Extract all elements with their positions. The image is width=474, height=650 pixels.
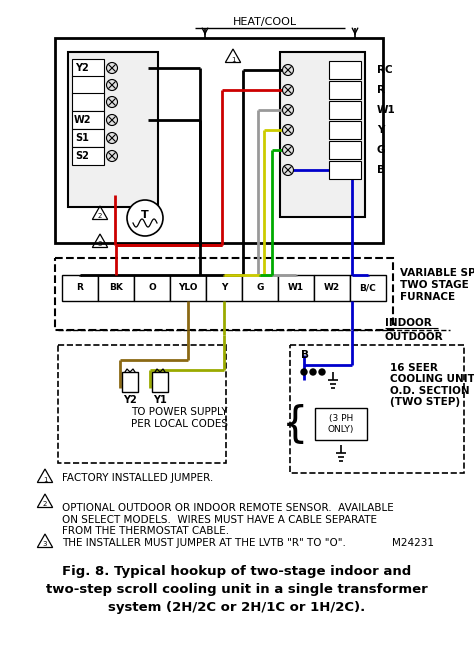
Text: {: {: [282, 404, 308, 446]
Text: Y1: Y1: [153, 395, 167, 405]
Bar: [72, 147, 104, 165]
Circle shape: [283, 144, 293, 155]
Circle shape: [283, 105, 293, 116]
Text: 2: 2: [98, 213, 102, 220]
Circle shape: [107, 62, 118, 73]
Bar: [329, 61, 361, 79]
Text: W2: W2: [324, 283, 340, 292]
Text: 1: 1: [231, 57, 235, 62]
Circle shape: [107, 151, 118, 161]
Bar: [329, 121, 361, 139]
Text: B/C: B/C: [360, 283, 376, 292]
Bar: [329, 161, 361, 179]
Text: G: G: [377, 145, 385, 155]
Bar: [280, 52, 365, 217]
Bar: [350, 275, 386, 301]
Bar: [315, 408, 367, 440]
Text: W1: W1: [288, 283, 304, 292]
Text: INDOOR: INDOOR: [385, 318, 432, 328]
Text: OPTIONAL OUTDOOR OR INDOOR REMOTE SENSOR.  AVAILABLE
ON SELECT MODELS.  WIRES MU: OPTIONAL OUTDOOR OR INDOOR REMOTE SENSOR…: [62, 503, 394, 536]
Text: G: G: [256, 283, 264, 292]
Bar: [55, 38, 383, 243]
Text: R: R: [377, 85, 385, 95]
Text: M24231: M24231: [392, 538, 434, 548]
Text: Y2: Y2: [123, 395, 137, 405]
Bar: [290, 345, 464, 473]
Circle shape: [283, 125, 293, 135]
Circle shape: [283, 164, 293, 176]
Bar: [278, 275, 314, 301]
Text: Fig. 8. Typical hookup of two-stage indoor and
two-step scroll cooling unit in a: Fig. 8. Typical hookup of two-stage indo…: [46, 565, 428, 614]
Bar: [98, 275, 134, 301]
Text: W1: W1: [377, 105, 396, 115]
Text: 16 SEER
COOLING UNIT
O.D. SECTION
(TWO STEP): 16 SEER COOLING UNIT O.D. SECTION (TWO S…: [390, 363, 474, 408]
Text: THE INSTALLER MUST JUMPER AT THE LVTB "R" TO "O".: THE INSTALLER MUST JUMPER AT THE LVTB "R…: [62, 538, 346, 548]
Bar: [329, 81, 361, 99]
Bar: [72, 76, 104, 94]
Text: (3 PH
ONLY): (3 PH ONLY): [328, 414, 354, 434]
Bar: [134, 275, 170, 301]
Text: BK: BK: [109, 283, 123, 292]
Text: O: O: [148, 283, 156, 292]
Text: VARIABLE SPEED
TWO STAGE
FURNACE: VARIABLE SPEED TWO STAGE FURNACE: [400, 268, 474, 302]
Bar: [68, 52, 158, 207]
Bar: [72, 129, 104, 147]
Bar: [242, 275, 278, 301]
Text: 2: 2: [43, 502, 47, 508]
Text: 1: 1: [43, 476, 47, 482]
Text: B: B: [301, 350, 309, 360]
Bar: [122, 372, 138, 392]
Bar: [170, 275, 206, 301]
Text: 3: 3: [43, 541, 47, 547]
Circle shape: [283, 64, 293, 75]
Bar: [314, 275, 350, 301]
Text: S1: S1: [75, 133, 89, 143]
Circle shape: [283, 84, 293, 96]
Text: Y2: Y2: [75, 63, 89, 73]
Bar: [152, 372, 168, 392]
Text: RC: RC: [377, 65, 392, 75]
Bar: [329, 141, 361, 159]
Circle shape: [107, 96, 118, 107]
Circle shape: [301, 369, 307, 375]
Text: W2: W2: [73, 115, 91, 125]
Circle shape: [107, 133, 118, 144]
Text: Y: Y: [377, 125, 384, 135]
Bar: [72, 59, 104, 77]
Text: TO POWER SUPPLY
PER LOCAL CODES: TO POWER SUPPLY PER LOCAL CODES: [131, 407, 228, 429]
Text: 3: 3: [98, 242, 102, 248]
Text: YLO: YLO: [178, 283, 198, 292]
Text: HEAT/COOL: HEAT/COOL: [233, 17, 297, 27]
Bar: [72, 93, 104, 111]
Bar: [62, 275, 98, 301]
Text: S2: S2: [75, 151, 89, 161]
Text: R: R: [77, 283, 83, 292]
Text: T: T: [141, 210, 149, 220]
Bar: [72, 111, 104, 129]
Circle shape: [319, 369, 325, 375]
Circle shape: [107, 79, 118, 90]
Circle shape: [310, 369, 316, 375]
Text: OUTDOOR: OUTDOOR: [385, 332, 444, 342]
Bar: [206, 275, 242, 301]
Text: B: B: [377, 165, 385, 175]
Text: Y: Y: [221, 283, 227, 292]
Bar: [58, 345, 226, 463]
Bar: [55, 258, 393, 330]
Circle shape: [127, 200, 163, 236]
Bar: [329, 101, 361, 119]
Text: FACTORY INSTALLED JUMPER.: FACTORY INSTALLED JUMPER.: [62, 473, 213, 483]
Circle shape: [107, 114, 118, 125]
